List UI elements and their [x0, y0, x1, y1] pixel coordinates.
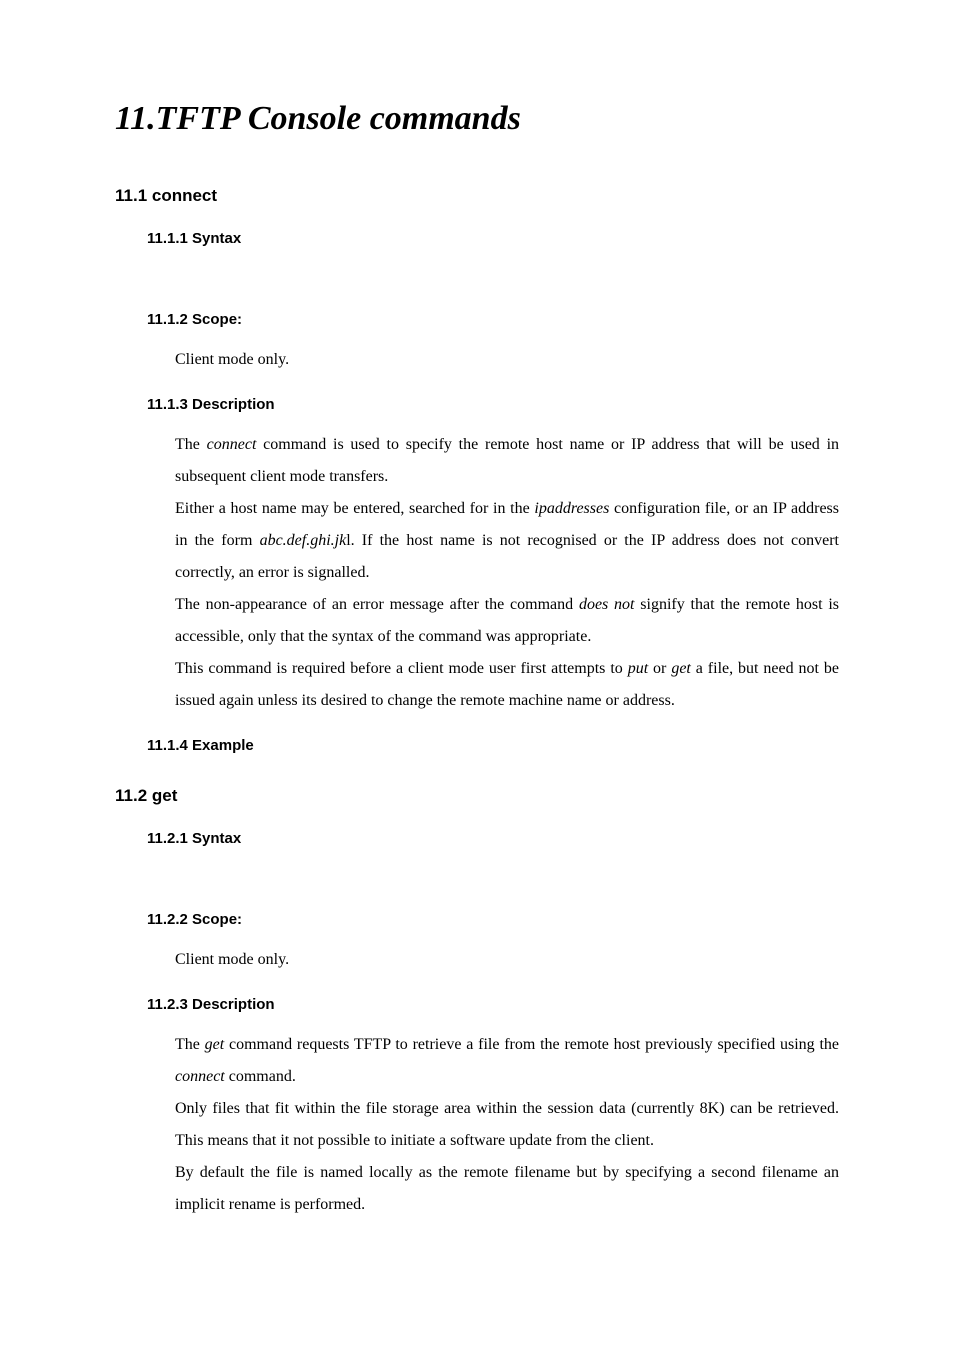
text-run: By default the file is named locally as …	[175, 1164, 839, 1213]
text-run: or	[648, 660, 671, 677]
subsection-heading-11-1-3: 11.1.3 Description	[147, 396, 839, 413]
text-run: get	[205, 1036, 225, 1053]
text-run: Client mode only.	[175, 351, 289, 368]
body-text-block: The get command requests TFTP to retriev…	[175, 1029, 839, 1221]
text-run: connect	[175, 1068, 225, 1085]
subsection-heading-11-2-2: 11.2.2 Scope:	[147, 911, 839, 928]
paragraph: The get command requests TFTP to retriev…	[175, 1029, 839, 1093]
text-run: command requests TFTP to retrieve a file…	[224, 1036, 839, 1053]
text-run: Client mode only.	[175, 951, 289, 968]
body-text-block: The connect command is used to specify t…	[175, 429, 839, 717]
paragraph: By default the file is named locally as …	[175, 1157, 839, 1221]
body-text-block: Client mode only.	[175, 944, 839, 976]
paragraph: This command is required before a client…	[175, 653, 839, 717]
subsection-heading-11-1-4: 11.1.4 Example	[147, 737, 839, 754]
subsection-heading-11-1-1: 11.1.1 Syntax	[147, 230, 839, 247]
body-text-block: Client mode only.	[175, 344, 839, 376]
chapter-title: 11.TFTP Console commands	[115, 100, 839, 138]
text-run: command.	[225, 1068, 296, 1085]
text-run: ipaddresses	[534, 500, 609, 517]
text-run: The	[175, 1036, 205, 1053]
text-run: The non-appearance of an error message a…	[175, 596, 579, 613]
text-run: connect	[207, 436, 257, 453]
text-run: command is used to specify the remote ho…	[175, 436, 839, 485]
section-heading-connect: 11.1 connect	[115, 186, 839, 206]
paragraph: The non-appearance of an error message a…	[175, 589, 839, 653]
text-run: This command is required before a client…	[175, 660, 628, 677]
text-run: The	[175, 436, 207, 453]
paragraph: Only files that fit within the file stor…	[175, 1093, 839, 1157]
text-run: put	[628, 660, 648, 677]
subsection-heading-11-2-3: 11.2.3 Description	[147, 996, 839, 1013]
text-run: Only files that fit within the file stor…	[175, 1100, 839, 1149]
text-run: get	[671, 660, 691, 677]
paragraph: Client mode only.	[175, 944, 839, 976]
text-run: Either a host name may be entered, searc…	[175, 500, 534, 517]
spacer	[115, 263, 839, 291]
text-run: does not	[579, 596, 635, 613]
section-heading-get: 11.2 get	[115, 786, 839, 806]
paragraph: Client mode only.	[175, 344, 839, 376]
text-run: abc.def.ghi.jk	[260, 532, 347, 549]
subsection-heading-11-2-1: 11.2.1 Syntax	[147, 830, 839, 847]
subsection-heading-11-1-2: 11.1.2 Scope:	[147, 311, 839, 328]
paragraph: Either a host name may be entered, searc…	[175, 493, 839, 589]
paragraph: The connect command is used to specify t…	[175, 429, 839, 493]
spacer	[115, 863, 839, 891]
